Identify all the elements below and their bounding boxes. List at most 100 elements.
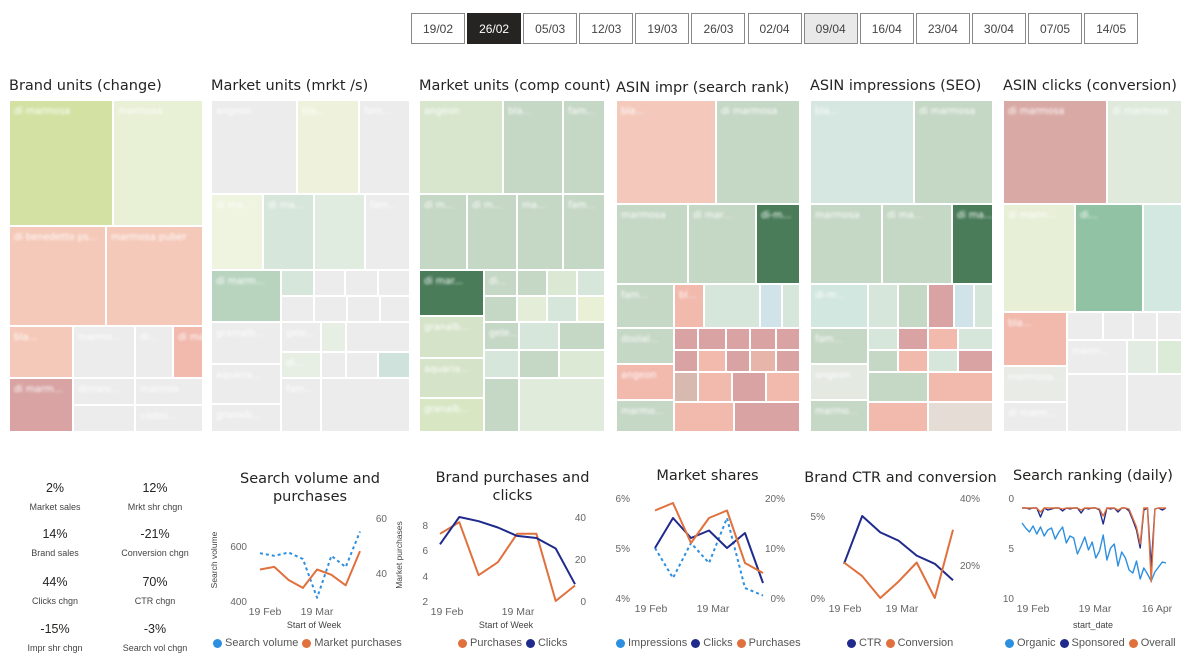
treemap-cell[interactable]: marmosa [810, 204, 882, 284]
treemap-cell[interactable]: aquaria... [419, 358, 484, 398]
treemap-asin-clicks[interactable]: di marmosa di marmosa di marm... di... bla..… [1003, 100, 1182, 432]
treemap-cell[interactable] [704, 284, 760, 328]
treemap-cell[interactable]: di benedetto ps... [9, 226, 106, 326]
treemap-cell[interactable] [898, 284, 928, 328]
chart-search-volume[interactable]: 400 600 40 60 19 Feb 19 Mar Start of Week Searc… [205, 505, 410, 635]
treemap-cell[interactable] [928, 372, 993, 402]
treemap-cell[interactable]: di... [281, 352, 321, 378]
treemap-cell[interactable] [750, 350, 776, 372]
treemap-cell[interactable] [484, 350, 519, 378]
treemap-cell[interactable]: fam... [616, 284, 674, 328]
treemap-cell[interactable] [776, 328, 800, 350]
legend-item[interactable]: Conversion [885, 637, 953, 649]
date-button[interactable]: 26/03 [691, 13, 746, 44]
treemap-cell[interactable] [519, 322, 559, 350]
treemap-cell[interactable]: di m... [467, 194, 517, 270]
treemap-cell[interactable]: fam... [563, 194, 605, 270]
treemap-cell[interactable] [547, 296, 577, 322]
treemap-cell[interactable] [380, 296, 410, 322]
treemap-cell[interactable]: di ma... [882, 204, 952, 284]
treemap-cell[interactable] [547, 270, 577, 296]
treemap-cell[interactable] [760, 284, 782, 328]
treemap-cell[interactable] [698, 350, 726, 372]
treemap-cell[interactable]: marmo... [73, 326, 135, 378]
treemap-cell[interactable]: fam... [810, 328, 868, 364]
treemap-cell[interactable] [868, 284, 898, 328]
treemap-cell[interactable]: di marmosa [716, 100, 800, 204]
treemap-cell[interactable] [1127, 374, 1182, 432]
treemap-cell[interactable] [559, 322, 605, 350]
legend-item[interactable]: Market purchases [302, 637, 402, 649]
treemap-cell[interactable]: doolal... [616, 328, 674, 364]
treemap-cell[interactable] [674, 350, 698, 372]
treemap-cell[interactable] [674, 402, 734, 432]
legend-item[interactable]: Organic [1005, 637, 1056, 649]
date-button[interactable]: 12/03 [579, 13, 634, 44]
legend-item[interactable]: Purchases [458, 637, 522, 649]
treemap-cell[interactable] [1103, 312, 1133, 340]
treemap-brand-units[interactable]: di marmosa marmosa di benedetto ps... marmo… [9, 100, 203, 432]
treemap-cell[interactable]: di... [484, 270, 517, 296]
legend-item[interactable]: Impressions [616, 637, 687, 649]
date-button[interactable]: 05/03 [523, 13, 578, 44]
treemap-cell[interactable]: angeon [616, 364, 674, 400]
legend-item[interactable]: Overall [1128, 637, 1176, 649]
treemap-cell[interactable]: di marmosa [1003, 100, 1107, 204]
treemap-cell[interactable] [519, 378, 605, 432]
date-button[interactable]: 14/05 [1084, 13, 1139, 44]
treemap-cell[interactable] [281, 296, 314, 322]
treemap-cell[interactable]: fam... [281, 378, 321, 432]
treemap-cell[interactable] [314, 296, 347, 322]
treemap-cell[interactable]: gele... [281, 322, 321, 352]
treemap-cell[interactable] [1067, 312, 1103, 340]
treemap-cell[interactable]: marmosa [616, 204, 688, 284]
legend-item[interactable]: Clicks [691, 637, 733, 649]
treemap-cell[interactable]: di-m... [810, 284, 868, 328]
treemap-cell[interactable]: di marm... [9, 378, 73, 432]
treemap-cell[interactable] [1067, 374, 1127, 432]
treemap-cell[interactable] [698, 328, 726, 350]
treemap-cell[interactable]: di-m... [756, 204, 800, 284]
legend-item[interactable]: Search volume [213, 637, 298, 649]
treemap-cell[interactable] [321, 352, 346, 378]
treemap-cell[interactable]: marmo... [810, 400, 868, 432]
treemap-cell[interactable]: aquaria... [211, 364, 281, 404]
treemap-cell[interactable]: di marm... [1003, 204, 1075, 312]
treemap-cell[interactable] [868, 372, 928, 402]
treemap-cell[interactable] [519, 350, 559, 378]
treemap-cell[interactable]: dimanc... [73, 378, 135, 405]
date-button[interactable]: 19/02 [411, 13, 465, 44]
treemap-cell[interactable]: bla... [616, 100, 716, 204]
treemap-cell[interactable]: bla... [297, 100, 359, 194]
treemap-cell[interactable]: bl... [674, 284, 704, 328]
treemap-cell[interactable] [698, 372, 732, 402]
treemap-cell[interactable] [732, 372, 766, 402]
treemap-cell[interactable] [674, 372, 698, 402]
treemap-cell[interactable] [281, 270, 314, 296]
date-button[interactable]: 16/04 [859, 13, 914, 44]
date-button[interactable]: 09/04 [803, 13, 858, 44]
treemap-cell[interactable] [1127, 340, 1157, 374]
chart-ctr-conversion[interactable]: 0% 5% 20% 40% 19 Feb 19 Mar [800, 485, 1000, 635]
treemap-cell[interactable] [674, 328, 698, 350]
treemap-cell[interactable] [766, 372, 800, 402]
treemap-cell[interactable] [321, 322, 346, 352]
treemap-cell[interactable]: ma... [517, 194, 563, 270]
treemap-cell[interactable] [734, 402, 800, 432]
date-button[interactable]: 26/02 [467, 13, 522, 44]
treemap-cell[interactable]: bla... [9, 326, 73, 378]
treemap-cell[interactable] [726, 328, 750, 350]
treemap-market-units-mrkt[interactable]: angeon bla... fam... di ma... di ma... fam...… [211, 100, 410, 432]
treemap-cell[interactable] [898, 350, 928, 372]
treemap-cell[interactable] [782, 284, 800, 328]
treemap-cell[interactable]: fam... [365, 194, 410, 270]
treemap-cell[interactable]: di marm... [1003, 402, 1067, 432]
treemap-cell[interactable] [577, 296, 605, 322]
treemap-cell[interactable]: di marm... [173, 326, 203, 378]
treemap-cell[interactable]: granalb... [419, 398, 484, 432]
treemap-cell[interactable]: di... [1075, 204, 1143, 312]
treemap-cell[interactable] [1133, 312, 1157, 340]
treemap-cell[interactable]: gele... [484, 322, 519, 350]
treemap-cell[interactable] [378, 352, 410, 378]
treemap-cell[interactable]: marm... [1067, 340, 1127, 374]
